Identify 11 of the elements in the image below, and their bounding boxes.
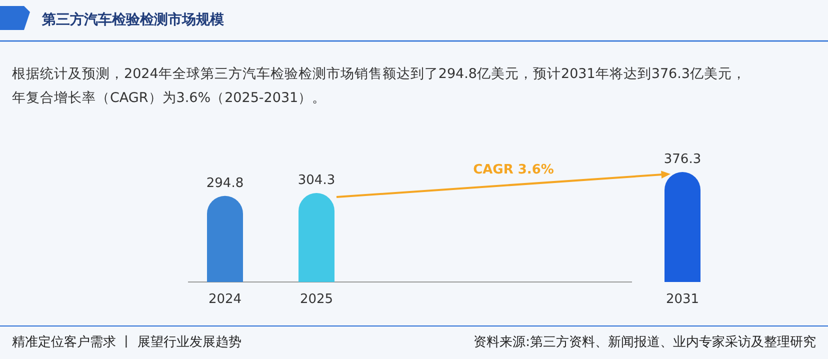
text: 精准定位客户需求 丨 展望行业发展趋势 (12, 334, 242, 350)
x-tick-label: 2025 (300, 292, 334, 307)
data-label: 294.8 (206, 176, 244, 191)
data-label: 304.3 (298, 173, 336, 188)
chart-title: 第三方汽车检验检测市场规模 (41, 11, 225, 28)
x-tick-label: 2031 (666, 292, 700, 307)
text: 资料来源:第三方资料、新闻报道、业内专家采访及整理研究 (474, 334, 816, 350)
data-label: 376.3 (664, 152, 702, 167)
annotation: CAGR 3.6% (473, 162, 554, 178)
chart-subtitle: 根据统计及预测，2024年全球第三方汽车检验检测市场销售额达到了294.8亿美元，预计2031年将达到376.3亿美元，年复合增长率（CAGR）为3.6%（2025-2031）。 (12, 66, 746, 106)
x-tick-label: 2024 (208, 292, 242, 307)
